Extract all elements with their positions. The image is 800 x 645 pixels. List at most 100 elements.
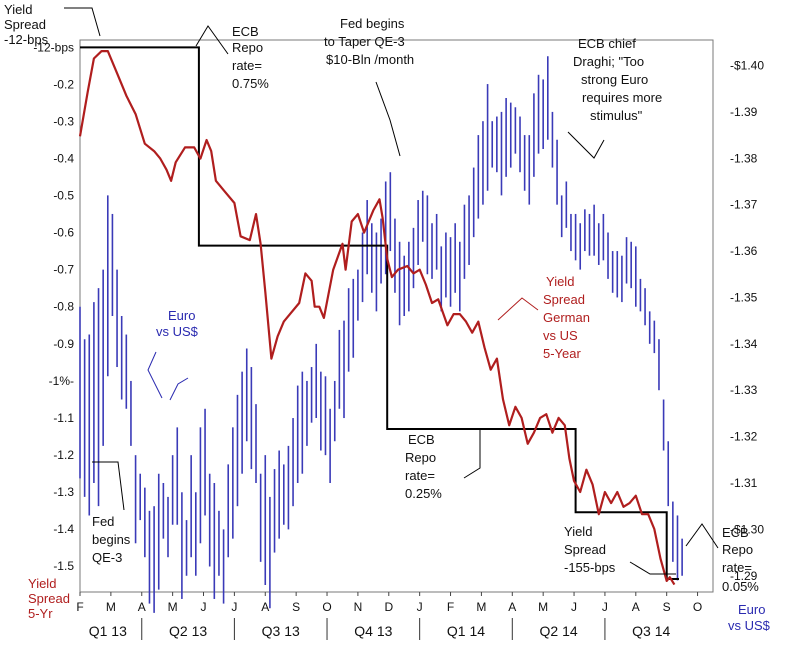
annotation-pointer — [463, 428, 481, 479]
annotation-text: Spread — [4, 17, 46, 32]
annotation-text: Repo — [722, 542, 753, 557]
right-tick-label: -1.31 — [730, 476, 758, 490]
annotation-ecb-025: ECB Repo rate= 0.25% — [405, 428, 481, 501]
annotation-text: Yield — [564, 524, 592, 539]
quarter-label: Q2 13 — [169, 623, 207, 639]
left-tick-label: -0.4 — [53, 152, 74, 166]
annotation-text: Spread — [564, 542, 606, 557]
left-tick-label: -0.3 — [53, 115, 74, 129]
right-tick-label: -1.32 — [730, 430, 758, 444]
right-axis-title-line-2: vs US$ — [728, 618, 771, 633]
annotation-text: ECB — [232, 24, 259, 39]
right-axis: -$1.40 -1.39 -1.38 -1.37 -1.36 -1.35 -1.34 -1.3… — [730, 59, 764, 583]
right-tick-label: -1.39 — [730, 105, 758, 119]
left-axis-title-line-1: Yield — [28, 576, 56, 591]
annotation-text: rate= — [722, 560, 752, 575]
annotation-text: 5-Year — [543, 346, 581, 361]
annotation-text: Fed — [92, 514, 114, 529]
annotation-pointer — [147, 351, 163, 399]
annotation-text: ECB chief — [578, 36, 636, 51]
month-label: S — [292, 600, 300, 614]
month-label: J — [602, 600, 608, 614]
ecb-repo-rate-line — [80, 46, 679, 580]
annotation-fed-taper: Fed begins to Taper QE-3 $10-Bln /month — [324, 16, 414, 157]
annotation-text: Fed begins — [340, 16, 405, 31]
month-label: O — [693, 600, 702, 614]
right-tick-label: -1.29 — [730, 569, 758, 583]
month-label: M — [168, 600, 178, 614]
month-label: F — [76, 600, 83, 614]
month-label: M — [106, 600, 116, 614]
month-label: A — [632, 600, 640, 614]
left-tick-label: -0.7 — [53, 263, 74, 277]
annotation-spread-label: Yield Spread German vs US 5-Year — [497, 274, 590, 361]
series-layer — [78, 46, 683, 613]
month-label: D — [384, 600, 393, 614]
month-label: O — [322, 600, 331, 614]
annotation-text: Yield — [4, 2, 32, 17]
quarter-label: Q3 13 — [262, 623, 300, 639]
right-tick-label: -1.33 — [730, 383, 758, 397]
annotation-spread-155bps: Yield Spread -155-bps — [564, 524, 676, 575]
annotation-pointer — [497, 297, 539, 321]
month-label: S — [663, 600, 671, 614]
annotation-text: ECB — [408, 432, 435, 447]
annotation-text: Spread — [543, 292, 585, 307]
left-axis-title-line-3: 5-Yr — [28, 606, 53, 621]
right-tick-label: -$1.40 — [730, 59, 764, 73]
annotation-euro-label: Euro vs US$ — [147, 308, 199, 401]
left-tick-label: -1.3 — [53, 485, 74, 499]
left-tick-label: -12-bps — [33, 40, 74, 54]
month-label: M — [476, 600, 486, 614]
annotation-text: QE-3 — [92, 550, 122, 565]
month-label: F — [447, 600, 454, 614]
annotation-text: rate= — [232, 58, 262, 73]
month-label: J — [417, 600, 423, 614]
left-tick-label: -1.1 — [53, 411, 74, 425]
annotation-pointer — [685, 523, 719, 549]
left-tick-label: -0.6 — [53, 226, 74, 240]
month-label: J — [201, 600, 207, 614]
left-tick-label: -0.5 — [53, 189, 74, 203]
left-tick-label: -0.9 — [53, 337, 74, 351]
month-label: M — [538, 600, 548, 614]
annotation-pointer — [64, 7, 101, 37]
annotation-text: -12-bps — [4, 32, 49, 47]
left-tick-label: -0.2 — [53, 77, 74, 91]
quarter-label: Q4 13 — [354, 623, 392, 639]
quarter-label: Q1 14 — [447, 623, 485, 639]
annotation-ecb-005: ECB Repo rate= 0.05% — [685, 523, 759, 594]
annotation-text: 0.75% — [232, 76, 269, 91]
annotation-text: vs US — [543, 328, 578, 343]
month-label: J — [571, 600, 577, 614]
quarter-label: Q1 13 — [89, 623, 127, 639]
right-tick-label: -1.37 — [730, 198, 758, 212]
annotation-spread-12bps: Yield Spread -12-bps — [4, 2, 101, 47]
month-label: A — [508, 600, 516, 614]
annotation-ecb-075: ECB Repo rate= 0.75% — [195, 24, 269, 91]
annotation-text: 0.05% — [722, 579, 759, 594]
month-label: A — [261, 600, 269, 614]
annotation-text: Draghi; "Too — [573, 54, 644, 69]
right-tick-label: -1.35 — [730, 290, 758, 304]
left-tick-label: -1.5 — [53, 559, 74, 573]
right-tick-label: -1.38 — [730, 151, 758, 165]
annotation-text: Yield — [546, 274, 574, 289]
annotation-text: rate= — [405, 468, 435, 483]
annotation-text: 0.25% — [405, 486, 442, 501]
annotation-text: Euro — [168, 308, 195, 323]
annotation-pointer — [567, 131, 605, 159]
quarter-label: Q3 14 — [632, 623, 670, 639]
annotation-text: requires more — [582, 90, 662, 105]
month-label: A — [138, 600, 146, 614]
right-tick-label: -1.36 — [730, 244, 758, 258]
left-tick-label: -1.2 — [53, 448, 74, 462]
annotation-text: to Taper QE-3 — [324, 34, 405, 49]
annotation-pointer — [629, 561, 676, 575]
right-tick-label: -1.34 — [730, 337, 758, 351]
annotation-draghi: ECB chief Draghi; "Too strong Euro requi… — [567, 36, 662, 159]
annotation-text: Repo — [405, 450, 436, 465]
left-axis: -12-bps -0.2 -0.3 -0.4 -0.5 -0.6 -0.7 -0.8 -0.9 -… — [33, 40, 74, 573]
left-tick-label: -1.4 — [53, 522, 74, 536]
